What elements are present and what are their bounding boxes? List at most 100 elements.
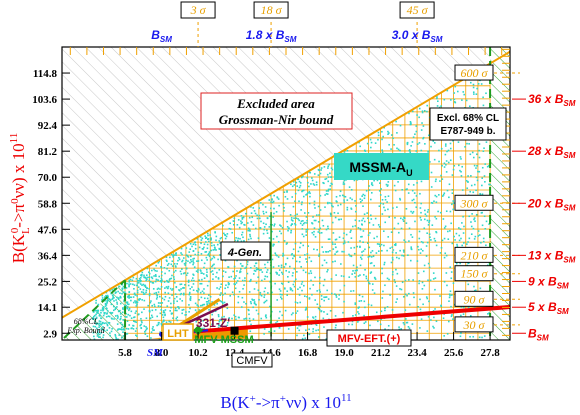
scatter-point [297,178,300,180]
scatter-point [488,165,490,167]
scatter-point [313,219,316,222]
scatter-point [203,277,206,279]
scatter-point [419,327,421,329]
scatter-point [160,323,163,326]
scatter-point [327,180,330,183]
scatter-point [234,283,236,286]
scatter-point [206,259,208,261]
scatter-point [281,226,284,229]
y-tick-label: 36.4 [38,250,58,262]
scatter-point [272,243,275,246]
scatter-point [169,310,171,312]
scatter-point [244,279,246,282]
scatter-point [264,275,267,278]
scatter-point [131,279,134,282]
scatter-point [376,179,379,182]
scatter-point [330,167,333,169]
scatter-point [343,242,346,244]
scatter-point [417,305,419,308]
scatter-point [298,186,301,189]
scatter-point [312,316,314,318]
scatter-point [242,287,244,290]
scatter-point [286,191,288,193]
scatter-point [145,317,148,320]
scatter-point [271,258,274,261]
scatter-point [282,254,285,257]
scatter-point [369,214,372,217]
scatter-point [428,134,430,137]
scatter-point [132,328,135,330]
scatter-point [135,302,137,304]
scatter-point [408,279,410,281]
scatter-point [207,300,209,303]
scatter-point [147,276,149,279]
scatter-point [415,206,418,208]
scatter-point [324,296,327,299]
scatter-point [322,251,325,253]
scatter-point [122,308,124,310]
x-title-mid: ->π [256,393,280,412]
scatter-point [466,243,468,245]
scatter-point [222,275,224,278]
y-tick-label: 114.8 [33,68,58,80]
scatter-point [343,240,346,242]
scatter-point [121,283,124,286]
scatter-point [181,268,183,270]
grossman-nir-excluded-area [62,47,491,318]
scatter-point [302,244,305,247]
scatter-point [383,126,385,129]
scatter-point [475,189,477,192]
scatter-point [291,196,294,198]
scatter-point [208,302,211,305]
scatter-point [203,327,205,330]
scatter-point [373,292,376,294]
scatter-point [305,231,308,233]
scatter-point [199,338,201,340]
scatter-point [462,215,464,218]
scatter-point [299,246,301,249]
scatter-point [427,150,429,153]
scatter-point [209,234,211,236]
scatter-point [260,269,262,271]
scatter-point [188,251,191,253]
scatter-point [155,293,158,296]
scatter-point [413,296,415,299]
scatter-point [329,310,332,312]
scatter-point [262,222,265,225]
scatter-point [94,325,97,328]
scatter-point [263,294,266,296]
scatter-point [384,307,386,309]
scatter-point [150,337,152,339]
scatter-point [289,265,291,268]
scatter-point [334,315,337,317]
scatter-point [313,173,316,175]
scatter-point [121,326,123,329]
scatter-point [383,261,386,264]
scatter-point [370,192,373,194]
y-tick-label: 81.2 [38,146,58,158]
scatter-point [299,286,301,289]
scatter-point [332,232,335,234]
scatter-point [202,320,204,322]
scatter-point [137,313,140,315]
scatter-point [121,289,124,291]
scatter-point [427,315,430,318]
scatter-point [181,309,184,311]
scatter-point [311,293,313,296]
scatter-point [128,324,131,326]
scatter-point [110,330,113,333]
scatter-point [302,175,304,178]
scatter-point [417,248,420,251]
scatter-point [157,302,160,304]
scatter-point [331,261,334,263]
scatter-point [325,250,327,253]
scatter-point [317,307,320,310]
scatter-point [122,319,124,321]
scatter-point [315,329,317,332]
scatter-point [305,229,308,231]
scatter-point [441,239,444,242]
scatter-point [208,253,210,255]
scatter-point [263,301,265,304]
scatter-point [106,329,108,331]
scatter-point [263,290,266,293]
